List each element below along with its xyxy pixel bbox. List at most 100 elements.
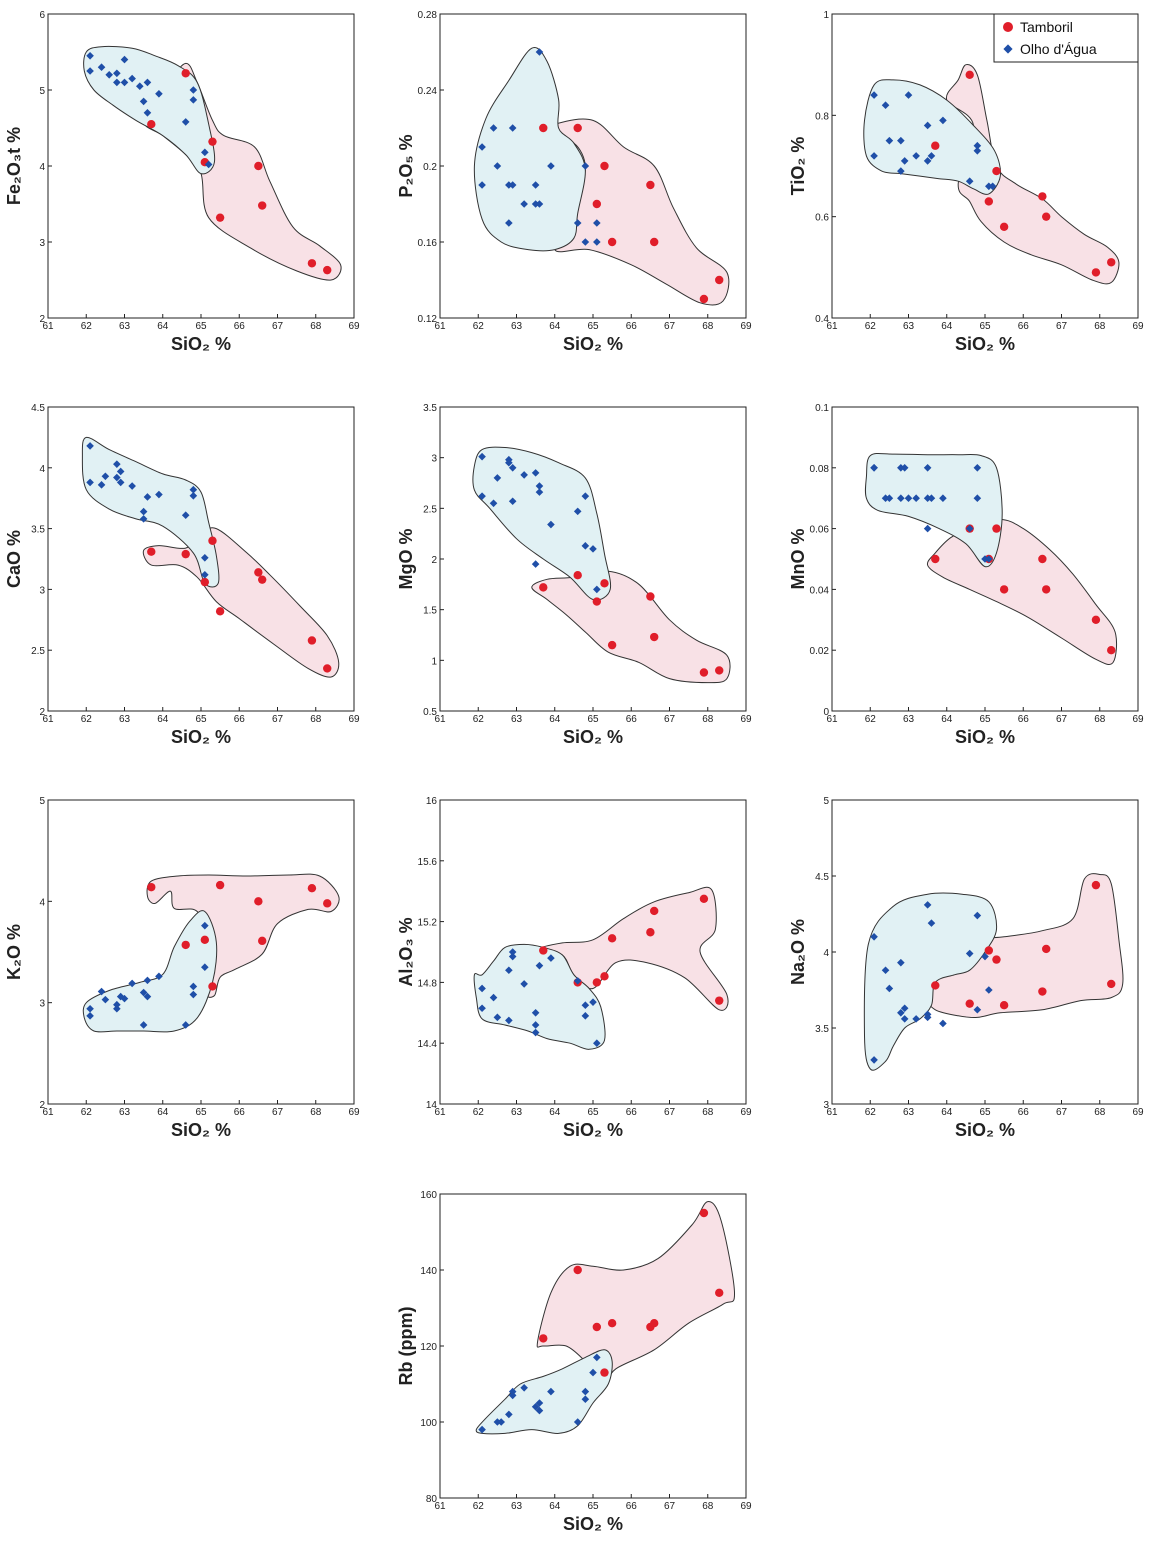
tamboril-point xyxy=(699,1208,709,1218)
x-tick-label: 61 xyxy=(42,714,54,725)
tamboril-point xyxy=(984,197,994,206)
olho-dagua-point xyxy=(547,1387,555,1396)
olho-dagua-point xyxy=(113,473,121,482)
panel-na2o: 61 62 63 64 65 66 67 68 69 3 3.5 4 4.5 5 SiO₂ % Na₂O % xyxy=(788,796,1144,1140)
x-tick-label: 65 xyxy=(587,1501,599,1512)
tamboril-point xyxy=(307,883,317,893)
olho-dagua-point xyxy=(531,200,540,208)
panel-rb: 61 62 63 64 65 66 67 68 69 80 100 120 140 160 SiO₂ % Rb… xyxy=(396,1190,752,1534)
olho-dagua-point xyxy=(155,90,163,98)
x-tick-label: 69 xyxy=(348,1107,360,1118)
x-tick-label: 69 xyxy=(740,714,752,725)
y-tick-label: 0.6 xyxy=(815,213,829,224)
olho-dagua-field xyxy=(82,910,218,1033)
olho-dagua-point xyxy=(189,96,198,104)
y-tick-label: 2.5 xyxy=(423,504,437,515)
y-tick-label: 100 xyxy=(420,1418,437,1429)
olho-dagua-point xyxy=(493,1418,502,1426)
x-tick-label: 68 xyxy=(1094,1107,1106,1118)
olho-dagua-point xyxy=(973,911,982,920)
tamboril-point xyxy=(258,936,267,946)
y-axis-title: K₂O % xyxy=(4,924,24,980)
x-tick-label: 69 xyxy=(1132,321,1144,332)
y-tick-label: 16 xyxy=(426,796,438,807)
olho-dagua-point xyxy=(189,86,198,94)
olho-dagua-point xyxy=(143,109,152,117)
tamboril-point xyxy=(600,579,609,588)
olho-dagua-point xyxy=(939,1019,947,1028)
olho-dagua-point xyxy=(493,1013,502,1022)
x-tick-label: 67 xyxy=(664,321,676,332)
y-tick-label: 3 xyxy=(823,1100,829,1111)
x-tick-label: 63 xyxy=(903,321,915,332)
olho-dagua-point xyxy=(86,1004,94,1013)
olho-dagua-point xyxy=(116,478,125,487)
x-tick-label: 61 xyxy=(434,321,446,332)
olho-dagua-point xyxy=(508,948,517,956)
x-tick-label: 64 xyxy=(157,714,169,725)
tamboril-point xyxy=(1038,554,1047,564)
x-tick-label: 66 xyxy=(1018,714,1030,725)
olho-dagua-point xyxy=(520,980,528,988)
x-tick-label: 66 xyxy=(626,1107,638,1118)
olho-dagua-point xyxy=(900,1015,909,1023)
x-tick-label: 62 xyxy=(473,321,485,332)
x-tick-label: 63 xyxy=(119,714,131,725)
y-tick-label: 0.12 xyxy=(418,314,438,325)
x-axis-title: SiO₂ % xyxy=(171,334,231,354)
olho-dagua-point xyxy=(508,464,517,472)
olho-dagua-point xyxy=(973,147,982,155)
tamboril-point xyxy=(323,664,332,673)
olho-dagua-point xyxy=(478,181,486,189)
tamboril-point xyxy=(147,120,156,129)
x-tick-label: 69 xyxy=(348,714,360,725)
olho-dagua-point xyxy=(478,492,486,500)
tamboril-point xyxy=(181,940,190,950)
x-tick-label: 65 xyxy=(587,714,599,725)
x-tick-label: 65 xyxy=(587,321,599,332)
x-axis-title: SiO₂ % xyxy=(171,727,231,747)
olho-dagua-point xyxy=(897,167,905,175)
olho-dagua-point xyxy=(478,143,486,151)
olho-dagua-point xyxy=(988,182,997,191)
y-tick-label: 14.4 xyxy=(418,1039,438,1050)
olho-dagua-point xyxy=(143,992,152,1001)
olho-dagua-point xyxy=(973,1005,982,1014)
y-tick-label: 4 xyxy=(823,948,829,959)
olho-dagua-point xyxy=(181,1021,190,1029)
x-tick-label: 62 xyxy=(473,1501,485,1512)
y-tick-label: 160 xyxy=(420,1190,437,1201)
olho-dagua-point xyxy=(189,982,198,991)
x-tick-label: 69 xyxy=(740,321,752,332)
olho-dagua-point xyxy=(870,152,878,160)
y-tick-label: 5 xyxy=(823,796,829,807)
olho-dagua-point xyxy=(505,966,513,975)
olho-dagua-point xyxy=(912,494,920,502)
tamboril-point xyxy=(699,668,709,677)
tamboril-point xyxy=(715,1288,724,1298)
olho-dagua-point xyxy=(508,497,517,506)
x-tick-label: 64 xyxy=(941,714,953,725)
olho-dagua-point xyxy=(573,977,582,985)
olho-dagua-point xyxy=(201,571,209,579)
olho-dagua-point xyxy=(904,494,913,502)
x-tick-label: 68 xyxy=(1094,321,1106,332)
y-tick-label: 3 xyxy=(39,999,45,1010)
olho-dagua-point xyxy=(143,976,152,985)
x-tick-label: 64 xyxy=(549,321,561,332)
tamboril-point xyxy=(254,568,263,577)
tamboril-point xyxy=(650,632,659,642)
x-tick-label: 63 xyxy=(119,1107,131,1118)
tamboril-point xyxy=(1042,212,1051,221)
x-tick-label: 62 xyxy=(865,714,877,725)
olho-dagua-point xyxy=(181,511,190,520)
x-tick-label: 62 xyxy=(473,714,485,725)
olho-dagua-point xyxy=(155,490,163,499)
olho-dagua-point xyxy=(939,494,947,502)
y-tick-label: 1 xyxy=(431,656,437,667)
tamboril-point xyxy=(992,955,1001,964)
olho-dagua-point xyxy=(573,219,582,227)
x-tick-label: 64 xyxy=(941,1107,953,1118)
olho-dagua-point xyxy=(900,1004,909,1013)
olho-dagua-point xyxy=(201,553,209,562)
